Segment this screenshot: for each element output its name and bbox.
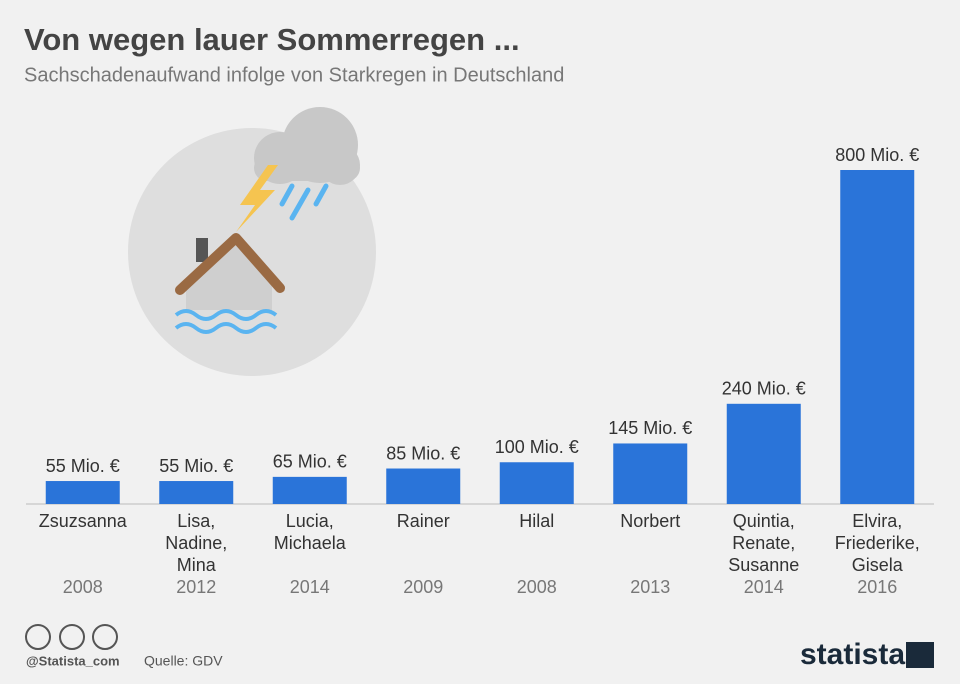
x-tick-label: Hilal <box>519 511 555 531</box>
year-label: 2009 <box>403 577 444 597</box>
year-label: 2012 <box>176 577 217 597</box>
x-tick-label: Zsuzsanna <box>38 511 127 531</box>
credit: @Statista_com <box>26 653 120 668</box>
value-label: 100 Mio. € <box>495 437 579 457</box>
brand: statista <box>800 638 905 671</box>
year-label: 2014 <box>289 577 330 597</box>
year-label: 2016 <box>857 577 898 597</box>
bar <box>613 443 688 504</box>
chart-subtitle: Sachschadenaufwand infolge von Starkrege… <box>24 64 564 86</box>
bar <box>499 462 574 504</box>
x-tick-label: Quintia, Renate, Susanne <box>728 511 800 575</box>
x-tick-label: Rainer <box>396 511 450 531</box>
value-label: 85 Mio. € <box>386 443 460 463</box>
x-tick-label: Norbert <box>620 511 681 531</box>
value-label: 145 Mio. € <box>608 418 692 438</box>
bar <box>840 170 915 504</box>
year-label: 2013 <box>630 577 671 597</box>
source: Quelle: GDV <box>144 653 223 669</box>
value-label: 55 Mio. € <box>46 456 120 476</box>
x-tick-label: Lucia, Michaela <box>273 511 346 553</box>
year-label: 2008 <box>516 577 557 597</box>
bar <box>726 403 801 504</box>
x-tick-label: Elvira, Friederike, Gisela <box>834 511 920 575</box>
bar <box>45 481 120 504</box>
footer-icons <box>25 624 118 650</box>
chart-title: Von wegen lauer Sommerregen ... <box>24 22 520 57</box>
year-label: 2008 <box>62 577 103 597</box>
bar <box>159 481 234 504</box>
value-label: 65 Mio. € <box>273 452 347 472</box>
bar <box>386 468 461 504</box>
value-label: 55 Mio. € <box>159 456 233 476</box>
x-tick-label: Lisa, Nadine, Mina <box>165 511 228 575</box>
brand-logo <box>906 642 934 668</box>
year-label: 2014 <box>743 577 784 597</box>
value-label: 800 Mio. € <box>835 145 919 165</box>
bar <box>272 476 347 504</box>
icon <box>128 107 376 376</box>
value-label: 240 Mio. € <box>722 379 806 399</box>
